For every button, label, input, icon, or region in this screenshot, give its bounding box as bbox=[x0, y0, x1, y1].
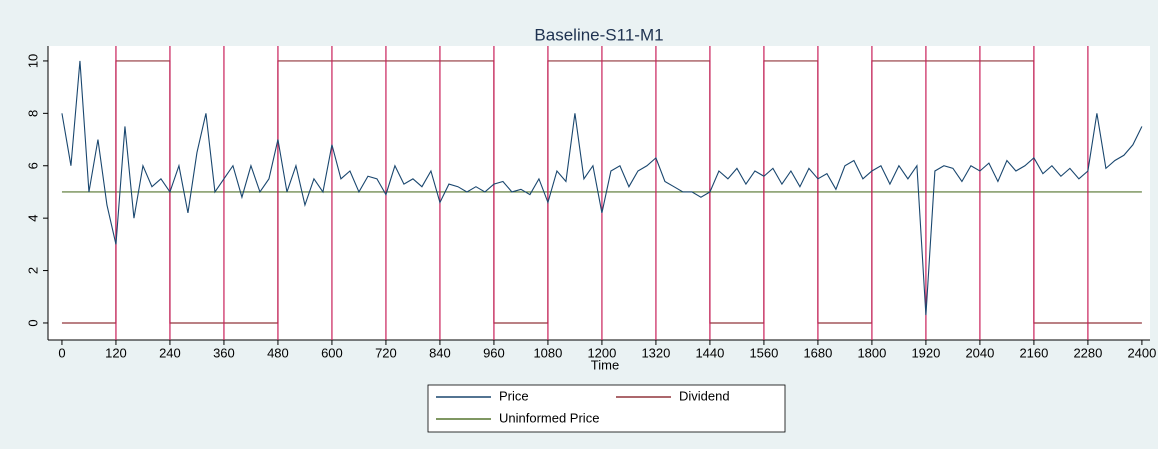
series-line bbox=[61, 60, 1143, 316]
x-tick-label: 1800 bbox=[857, 345, 886, 360]
x-tick-label: 1440 bbox=[695, 345, 724, 360]
x-tick-label: 0 bbox=[58, 345, 65, 360]
x-tick-label: 360 bbox=[213, 345, 235, 360]
x-tick-label: 1080 bbox=[533, 345, 562, 360]
y-tick-label: 0 bbox=[25, 319, 40, 326]
legend-label: Uninformed Price bbox=[499, 410, 599, 425]
x-tick-label: 1200 bbox=[587, 345, 616, 360]
legend-label: Dividend bbox=[679, 388, 730, 403]
y-tick-label: 4 bbox=[25, 215, 40, 222]
x-tick-label: 2280 bbox=[1073, 345, 1102, 360]
x-tick-label: 480 bbox=[267, 345, 289, 360]
x-tick-label: 1680 bbox=[803, 345, 832, 360]
y-tick-label: 8 bbox=[25, 110, 40, 117]
x-tick-label: 840 bbox=[429, 345, 451, 360]
y-tick-label: 10 bbox=[25, 54, 40, 68]
x-tick-label: 240 bbox=[159, 345, 181, 360]
x-tick-label: 1320 bbox=[641, 345, 670, 360]
x-tick-label: 960 bbox=[483, 345, 505, 360]
x-tick-label: 2400 bbox=[1127, 345, 1156, 360]
x-tick-label: 2160 bbox=[1019, 345, 1048, 360]
y-tick-label: 2 bbox=[25, 267, 40, 274]
x-axis-label: Time bbox=[591, 357, 619, 372]
x-tick-label: 120 bbox=[105, 345, 127, 360]
x-tick-label: 600 bbox=[321, 345, 343, 360]
x-tick-label: 1560 bbox=[749, 345, 778, 360]
plot-area bbox=[48, 46, 1150, 340]
legend-box bbox=[427, 384, 786, 433]
legend-label: Price bbox=[499, 388, 529, 403]
x-tick-label: 1920 bbox=[911, 345, 940, 360]
y-tick-label: 6 bbox=[25, 162, 40, 169]
x-tick-label: 720 bbox=[375, 345, 397, 360]
chart-title: Baseline-S11-M1 bbox=[534, 25, 663, 44]
x-tick-label: 2040 bbox=[965, 345, 994, 360]
